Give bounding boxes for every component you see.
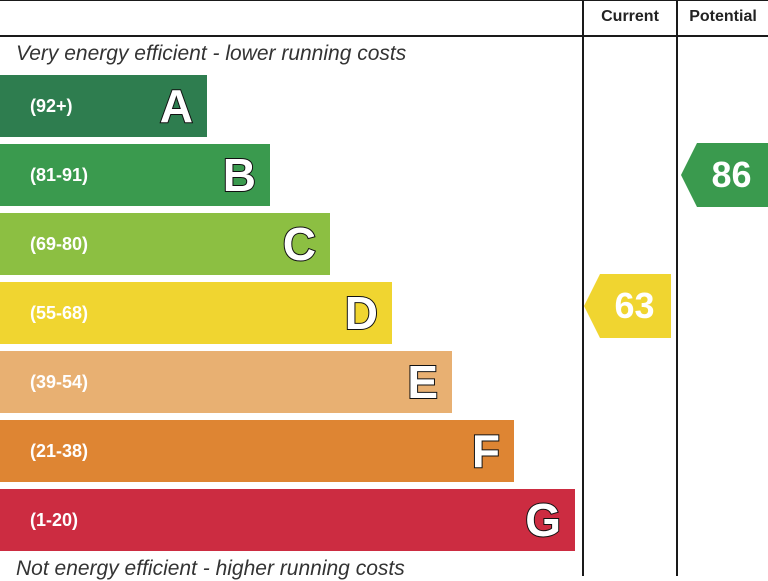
header-divider bbox=[0, 35, 768, 37]
band-a-range: (92+) bbox=[30, 96, 73, 116]
band-c: (69-80) C bbox=[0, 213, 330, 275]
band-b-range: (81-91) bbox=[30, 165, 89, 185]
band-d-letter: D bbox=[344, 286, 379, 340]
band-c-letter: C bbox=[282, 217, 317, 271]
band-d: (55-68) D bbox=[0, 282, 392, 344]
top-caption: Very energy efficient - lower running co… bbox=[16, 42, 407, 65]
band-a-letter: A bbox=[159, 79, 194, 133]
bottom-caption: Not energy efficient - higher running co… bbox=[16, 557, 405, 580]
band-g-letter: G bbox=[524, 493, 562, 547]
band-g: (1-20) G bbox=[0, 489, 575, 551]
band-b-letter: B bbox=[222, 148, 257, 202]
band-f-range: (21-38) bbox=[30, 441, 89, 461]
band-e-range: (39-54) bbox=[30, 372, 89, 392]
band-c-range: (69-80) bbox=[30, 234, 89, 254]
potential-column-header: Potential bbox=[689, 8, 757, 25]
band-f-letter: F bbox=[471, 424, 501, 478]
current-column-divider bbox=[582, 0, 584, 576]
band-e: (39-54) E bbox=[0, 351, 452, 413]
current-column-header: Current bbox=[601, 8, 659, 25]
top-border bbox=[0, 0, 768, 1]
band-f: (21-38) F bbox=[0, 420, 514, 482]
potential-rating-arrow: 86 bbox=[681, 143, 768, 207]
current-rating-value: 63 bbox=[614, 285, 655, 326]
band-a: (92+) A bbox=[0, 75, 207, 137]
band-g-range: (1-20) bbox=[30, 510, 79, 530]
potential-rating-value: 86 bbox=[711, 154, 752, 195]
band-b: (81-91) B bbox=[0, 144, 270, 206]
current-rating-arrow: 63 bbox=[584, 274, 671, 338]
band-e-letter: E bbox=[406, 355, 439, 409]
potential-column-divider bbox=[676, 0, 678, 576]
band-d-range: (55-68) bbox=[30, 303, 89, 323]
current-arrow-shape bbox=[584, 274, 671, 338]
potential-arrow-shape bbox=[681, 143, 768, 207]
